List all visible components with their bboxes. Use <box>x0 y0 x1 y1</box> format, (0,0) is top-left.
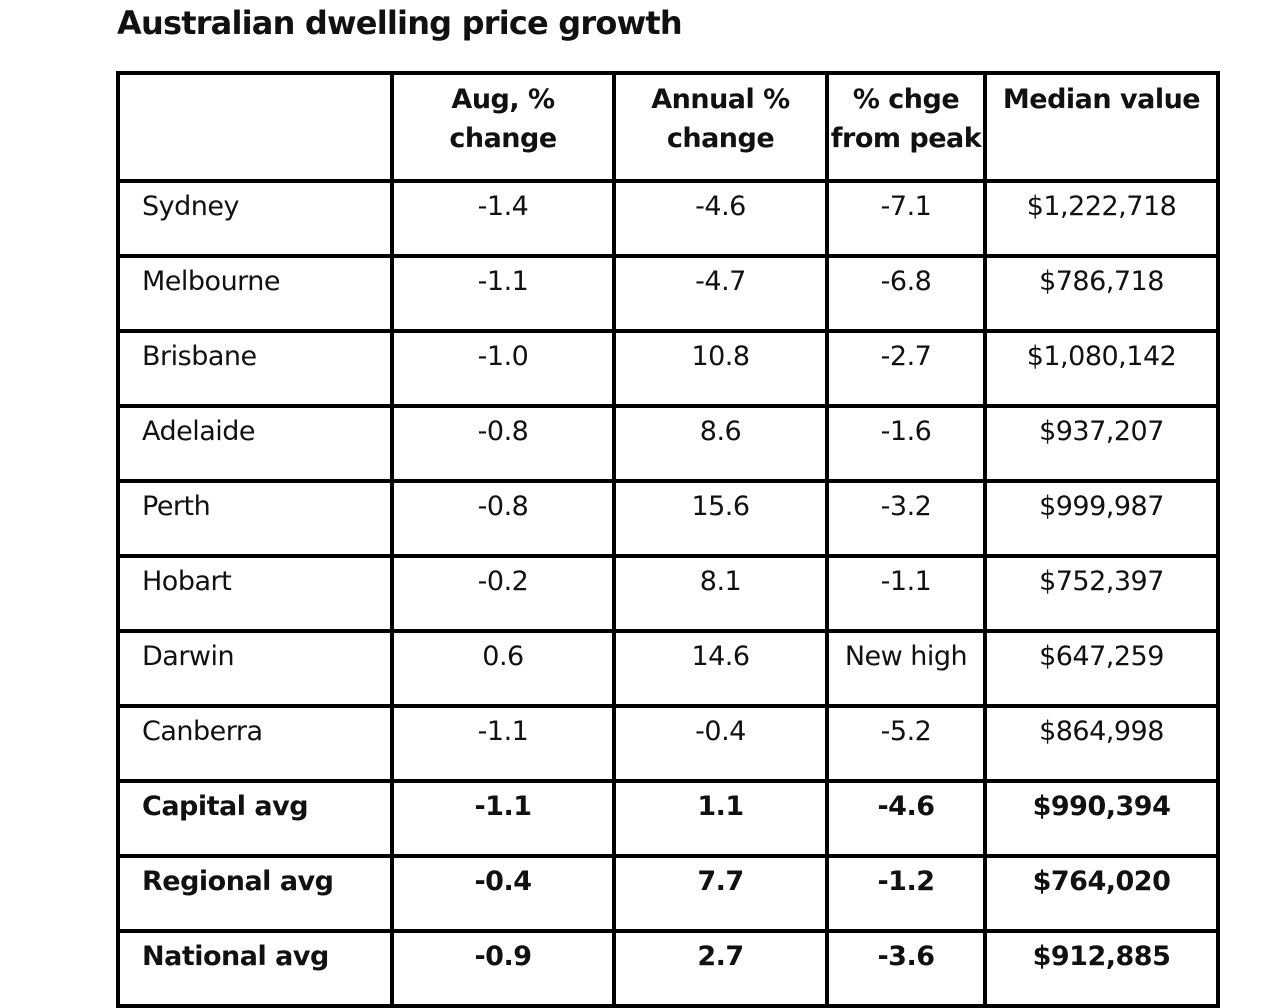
median-value-cell: $647,259 <box>983 629 1220 708</box>
city-cell: National avg <box>116 929 394 1008</box>
summary-row: National avg -0.9 2.7 -3.6 $912,885 <box>116 929 1220 1008</box>
annual-change-cell: 8.6 <box>612 404 829 483</box>
annual-change-cell: 10.8 <box>612 329 829 408</box>
city-cell: Hobart <box>116 554 394 633</box>
from-peak-cell: -1.2 <box>825 854 987 933</box>
header-aug-change-line1: Aug, % <box>451 84 555 115</box>
from-peak-cell: -3.6 <box>825 929 987 1008</box>
header-aug-change-line2: change <box>449 123 557 154</box>
table-row: Brisbane -1.0 10.8 -2.7 $1,080,142 <box>116 329 1220 408</box>
header-from-peak-line2: from peak <box>830 123 982 154</box>
median-value-cell: $1,222,718 <box>983 179 1220 258</box>
aug-change-cell: -1.0 <box>390 329 616 408</box>
from-peak-cell: -5.2 <box>825 704 987 783</box>
city-cell: Regional avg <box>116 854 394 933</box>
median-value-cell: $1,080,142 <box>983 329 1220 408</box>
from-peak-cell: New high <box>825 629 987 708</box>
annual-change-cell: 7.7 <box>612 854 829 933</box>
from-peak-cell: -7.1 <box>825 179 987 258</box>
header-median-value: Median value <box>983 71 1220 183</box>
aug-change-cell: -1.1 <box>390 254 616 333</box>
from-peak-cell: -2.7 <box>825 329 987 408</box>
header-annual-change-line2: change <box>666 123 775 154</box>
header-aug-change: Aug, % change <box>390 71 616 183</box>
from-peak-cell: -6.8 <box>825 254 987 333</box>
aug-change-cell: -0.8 <box>390 404 616 483</box>
median-value-cell: $990,394 <box>983 779 1220 858</box>
summary-row: Capital avg -1.1 1.1 -4.6 $990,394 <box>116 779 1220 858</box>
annual-change-cell: 14.6 <box>612 629 829 708</box>
table-row: Perth -0.8 15.6 -3.2 $999,987 <box>116 479 1220 558</box>
median-value-cell: $912,885 <box>983 929 1220 1008</box>
table-row: Hobart -0.2 8.1 -1.1 $752,397 <box>116 554 1220 633</box>
city-cell: Adelaide <box>116 404 394 483</box>
aug-change-cell: -0.4 <box>390 854 616 933</box>
table-row: Sydney -1.4 -4.6 -7.1 $1,222,718 <box>116 179 1220 258</box>
from-peak-cell: -1.6 <box>825 404 987 483</box>
aug-change-cell: -0.8 <box>390 479 616 558</box>
from-peak-cell: -1.1 <box>825 554 987 633</box>
table-row: Darwin 0.6 14.6 New high $647,259 <box>116 629 1220 708</box>
annual-change-cell: -4.7 <box>612 254 829 333</box>
annual-change-cell: -4.6 <box>612 179 829 258</box>
city-cell: Brisbane <box>116 329 394 408</box>
city-cell: Darwin <box>116 629 394 708</box>
header-annual-change: Annual % change <box>612 71 829 183</box>
median-value-cell: $752,397 <box>983 554 1220 633</box>
city-cell: Melbourne <box>116 254 394 333</box>
from-peak-cell: -4.6 <box>825 779 987 858</box>
aug-change-cell: -0.2 <box>390 554 616 633</box>
annual-change-cell: 8.1 <box>612 554 829 633</box>
median-value-cell: $786,718 <box>983 254 1220 333</box>
city-cell: Capital avg <box>116 779 394 858</box>
header-city <box>116 71 394 183</box>
median-value-cell: $764,020 <box>983 854 1220 933</box>
annual-change-cell: 15.6 <box>612 479 829 558</box>
median-value-cell: $864,998 <box>983 704 1220 783</box>
table-row: Canberra -1.1 -0.4 -5.2 $864,998 <box>116 704 1220 783</box>
city-cell: Canberra <box>116 704 394 783</box>
page-title: Australian dwelling price growth <box>117 4 683 42</box>
city-cell: Perth <box>116 479 394 558</box>
annual-change-cell: -0.4 <box>612 704 829 783</box>
aug-change-cell: -1.1 <box>390 704 616 783</box>
table-row: Adelaide -0.8 8.6 -1.6 $937,207 <box>116 404 1220 483</box>
aug-change-cell: -1.1 <box>390 779 616 858</box>
annual-change-cell: 2.7 <box>612 929 829 1008</box>
header-annual-change-line1: Annual % <box>651 84 790 115</box>
annual-change-cell: 1.1 <box>612 779 829 858</box>
header-row: Aug, % change Annual % change % chge fro… <box>116 71 1220 183</box>
median-value-cell: $999,987 <box>983 479 1220 558</box>
from-peak-cell: -3.2 <box>825 479 987 558</box>
price-growth-table: Aug, % change Annual % change % chge fro… <box>116 71 1220 1008</box>
aug-change-cell: -0.9 <box>390 929 616 1008</box>
aug-change-cell: 0.6 <box>390 629 616 708</box>
summary-row: Regional avg -0.4 7.7 -1.2 $764,020 <box>116 854 1220 933</box>
header-median-value-line1: Median value <box>1002 84 1201 115</box>
header-from-peak: % chge from peak <box>825 71 987 183</box>
city-cell: Sydney <box>116 179 394 258</box>
median-value-cell: $937,207 <box>983 404 1220 483</box>
aug-change-cell: -1.4 <box>390 179 616 258</box>
header-from-peak-line1: % chge <box>852 84 960 115</box>
table-row: Melbourne -1.1 -4.7 -6.8 $786,718 <box>116 254 1220 333</box>
